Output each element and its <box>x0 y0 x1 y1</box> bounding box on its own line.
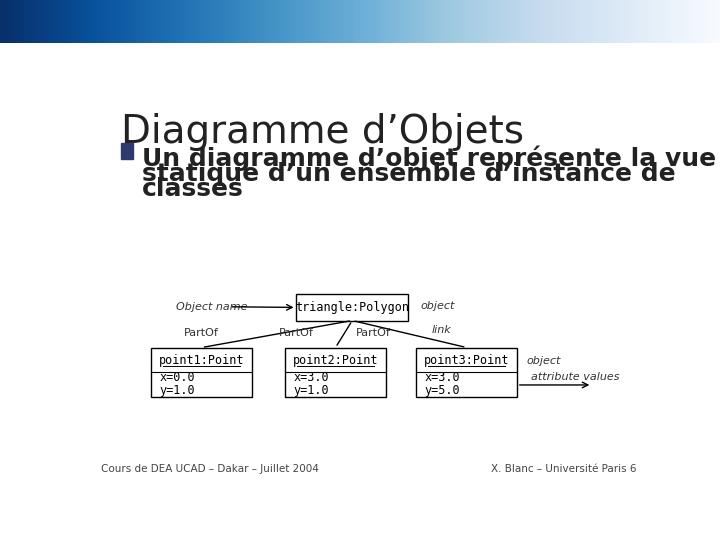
Bar <box>285 348 386 397</box>
Text: point2:Point: point2:Point <box>293 354 378 367</box>
Bar <box>121 144 133 159</box>
Text: Object name: Object name <box>176 302 248 312</box>
Text: PartOf: PartOf <box>356 328 391 338</box>
Text: x=3.0: x=3.0 <box>424 371 460 384</box>
Text: attribute values: attribute values <box>531 373 619 382</box>
Text: y=5.0: y=5.0 <box>424 384 460 397</box>
Text: Un diagramme d’objet représente la vue: Un diagramme d’objet représente la vue <box>142 146 716 171</box>
Text: point3:Point: point3:Point <box>424 354 510 367</box>
Text: triangle:Polygon: triangle:Polygon <box>295 301 409 314</box>
Text: PartOf: PartOf <box>184 328 219 338</box>
Text: Cours de DEA UCAD – Dakar – Juillet 2004: Cours de DEA UCAD – Dakar – Juillet 2004 <box>101 464 319 474</box>
Text: PartOf: PartOf <box>279 328 314 338</box>
Text: link: link <box>431 325 451 335</box>
Text: Diagramme d’Objets: Diagramme d’Objets <box>121 113 523 151</box>
Text: point1:Point: point1:Point <box>159 354 244 367</box>
Text: x=0.0: x=0.0 <box>159 371 195 384</box>
Text: classes: classes <box>142 178 243 201</box>
Text: statique d’un ensemble d’instance de: statique d’un ensemble d’instance de <box>142 161 675 186</box>
Text: y=1.0: y=1.0 <box>159 384 195 397</box>
Text: y=1.0: y=1.0 <box>293 384 329 397</box>
Bar <box>416 348 517 397</box>
Text: x=3.0: x=3.0 <box>293 371 329 384</box>
Text: object: object <box>420 301 455 311</box>
Bar <box>297 294 408 321</box>
Text: object: object <box>526 356 561 366</box>
Bar <box>151 348 252 397</box>
Text: X. Blanc – Université Paris 6: X. Blanc – Université Paris 6 <box>491 464 637 474</box>
